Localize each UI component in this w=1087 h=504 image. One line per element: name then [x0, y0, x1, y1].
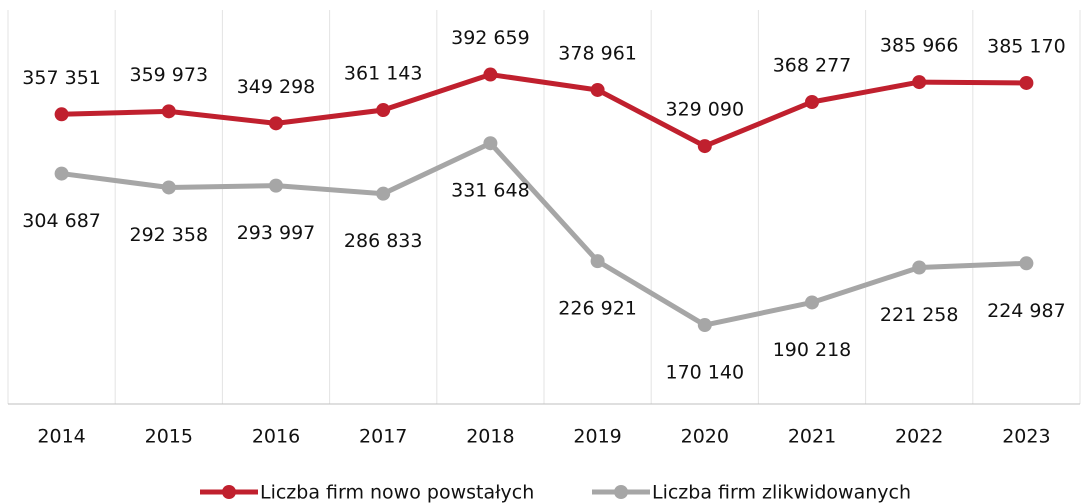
data-label: 292 358	[130, 224, 209, 246]
data-label: 293 997	[237, 222, 316, 244]
legend-marker	[614, 485, 628, 499]
data-label: 331 648	[451, 180, 530, 202]
data-point	[590, 254, 605, 269]
data-point	[805, 295, 819, 310]
data-label: 361 143	[344, 63, 423, 85]
data-point	[590, 82, 605, 97]
data-point	[697, 318, 712, 333]
legend-label: Liczba firm zlikwidowanych	[652, 482, 911, 504]
data-point	[376, 186, 391, 201]
data-point	[912, 75, 927, 90]
data-point	[376, 103, 391, 118]
data-point	[161, 180, 176, 195]
data-label: 392 659	[451, 27, 530, 49]
data-label: 190 218	[773, 339, 852, 361]
data-label: 378 961	[558, 42, 637, 64]
data-label: 385 170	[987, 35, 1066, 57]
data-point	[483, 67, 498, 82]
data-label: 226 921	[558, 298, 637, 320]
data-point	[269, 116, 283, 131]
series-line	[61, 72, 1027, 149]
x-tick-label: 2016	[252, 426, 300, 448]
legend-marker	[222, 485, 236, 499]
x-tick-label: 2023	[1002, 426, 1050, 448]
data-point	[54, 107, 69, 122]
data-label: 349 298	[237, 76, 316, 98]
x-tick-label: 2021	[788, 426, 836, 448]
data-label: 359 973	[130, 64, 209, 86]
x-tick-label: 2014	[37, 426, 85, 448]
data-label: 385 966	[880, 35, 959, 57]
x-tick-label: 2018	[466, 426, 514, 448]
data-point	[54, 166, 69, 181]
data-point	[912, 260, 927, 275]
data-label: 329 090	[666, 99, 745, 121]
data-point	[483, 136, 498, 151]
data-label: 357 351	[22, 67, 101, 89]
data-point	[1019, 75, 1034, 90]
data-label: 221 258	[880, 304, 959, 326]
x-tick-label: 2022	[895, 426, 943, 448]
data-point	[805, 94, 819, 109]
x-tick-label: 2019	[573, 426, 621, 448]
data-point	[269, 178, 283, 193]
data-label: 286 833	[344, 230, 423, 252]
data-point	[697, 139, 712, 154]
legend-label: Liczba firm nowo powstałych	[260, 482, 534, 504]
data-point	[161, 104, 176, 119]
data-point	[1019, 256, 1034, 271]
x-tick-label: 2015	[145, 426, 193, 448]
data-label: 170 140	[666, 362, 745, 384]
data-label: 368 277	[773, 54, 852, 76]
x-tick-label: 2017	[359, 426, 407, 448]
data-label: 224 987	[987, 300, 1066, 322]
series-line	[61, 140, 1027, 328]
data-label: 304 687	[22, 210, 101, 232]
x-tick-label: 2020	[681, 426, 729, 448]
